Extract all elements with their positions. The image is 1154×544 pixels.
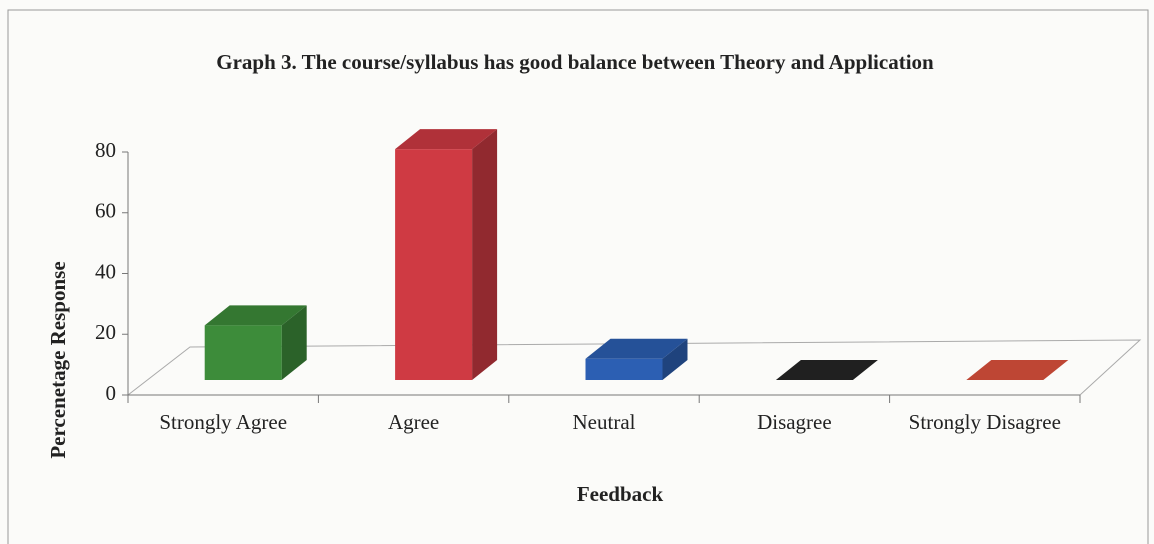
chart-title: Graph 3. The course/syllabus has good ba… bbox=[216, 50, 934, 74]
bar bbox=[585, 338, 688, 380]
y-tick-label: 20 bbox=[95, 320, 116, 344]
bar bbox=[395, 129, 498, 380]
x-tick-label: Agree bbox=[387, 410, 440, 434]
bar bbox=[775, 360, 878, 380]
x-tick-label: Strongly Disagree bbox=[908, 410, 1061, 434]
bar-side bbox=[662, 338, 688, 380]
x-axis-label: Feedback bbox=[576, 482, 664, 506]
frame bbox=[7, 9, 1149, 544]
bar-front bbox=[585, 358, 663, 380]
y-tick-label: 80 bbox=[95, 138, 116, 162]
bar-side bbox=[281, 305, 307, 380]
bar-front bbox=[395, 149, 473, 380]
bar-front bbox=[204, 325, 282, 380]
x-tick-label: Disagree bbox=[757, 410, 832, 434]
bar-top bbox=[395, 129, 498, 150]
y-axis-label: Percenetage Response bbox=[46, 261, 70, 458]
bar-top bbox=[775, 360, 878, 380]
bar-top bbox=[966, 360, 1069, 380]
y-tick-label: 60 bbox=[95, 199, 116, 223]
bar bbox=[966, 360, 1069, 380]
bar-side bbox=[472, 129, 498, 380]
y-tick-label: 40 bbox=[95, 259, 116, 283]
bar-top bbox=[585, 338, 688, 359]
y-tick-label: 0 bbox=[106, 381, 117, 405]
bar bbox=[204, 305, 307, 380]
bar-top bbox=[204, 305, 307, 326]
x-tick-label: Neutral bbox=[572, 410, 636, 434]
x-tick-label: Strongly Agree bbox=[159, 410, 288, 434]
